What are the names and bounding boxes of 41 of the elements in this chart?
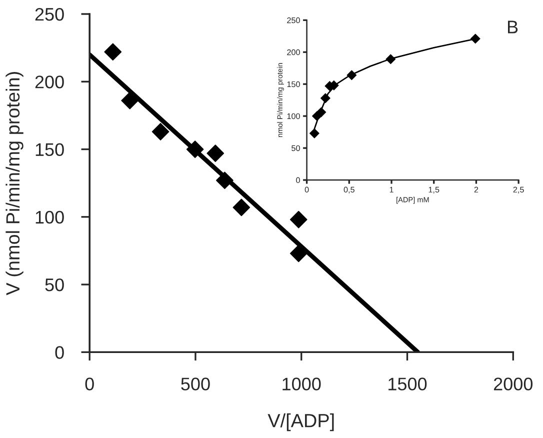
point	[320, 93, 330, 104]
point	[316, 107, 326, 118]
x-tick-label: 1000	[282, 378, 321, 390]
point	[470, 34, 480, 44]
point	[121, 92, 139, 110]
y-tick-label: 100	[287, 113, 300, 120]
x-tick-label: 2,5	[513, 186, 524, 194]
x-tick-label: 2	[474, 186, 478, 192]
point	[290, 244, 308, 262]
y-tick-label: 250	[35, 8, 64, 21]
annotation: B	[508, 20, 518, 34]
y-tick-label: 200	[35, 76, 64, 88]
x-tick-label: 500	[181, 378, 210, 390]
point	[309, 128, 320, 138]
point	[186, 140, 204, 158]
y-tick-label: 0	[55, 346, 64, 359]
x-tick-label: 1	[390, 186, 394, 192]
x-axis-title: V/[ADP]	[268, 413, 334, 432]
x-tick-label: 1,5	[428, 186, 440, 194]
y-tick-label: 150	[287, 81, 300, 88]
point	[104, 43, 122, 61]
point	[290, 210, 308, 228]
point	[206, 144, 224, 162]
y-tick-label: 200	[287, 49, 300, 56]
point	[216, 172, 234, 190]
point	[386, 54, 396, 64]
y-tick-label: 250	[287, 17, 300, 24]
x-tick-label: 2000	[494, 378, 533, 390]
y-tick-label: 0	[296, 177, 300, 184]
y-axis-title: V (nmol Pi/min/mg protein)	[6, 72, 24, 296]
x-tick-label: 1500	[388, 378, 427, 390]
point	[232, 198, 250, 216]
point	[346, 70, 357, 80]
y-tick-label: 100	[36, 210, 64, 224]
point	[152, 123, 170, 140]
x-tick-label: 0,5	[344, 186, 354, 194]
y-tick-label: 50	[45, 278, 64, 292]
y-tick-label: 50	[292, 145, 300, 152]
y-tick-label: 150	[36, 143, 64, 156]
x-tick-label: 0	[85, 378, 94, 390]
x-tick-label: 0	[304, 186, 309, 193]
